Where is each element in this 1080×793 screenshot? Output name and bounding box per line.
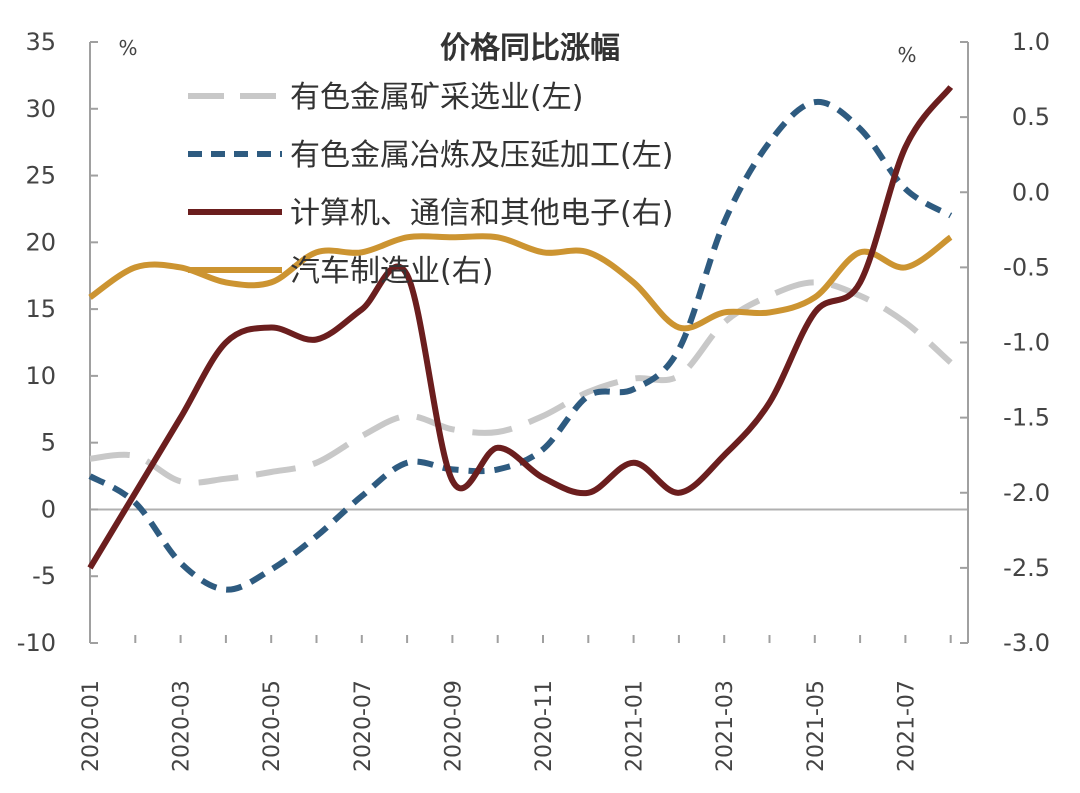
x-tick-label: 2020-03 xyxy=(170,680,195,772)
chart-title: 价格同比涨幅 xyxy=(440,31,620,66)
x-tick-label: 2020-05 xyxy=(260,680,285,772)
legend: 有色金属矿采选业(左) 有色金属冶炼及压延加工(左) 计算机、通信和其他电子(右) 汽… xyxy=(188,80,673,289)
right-tick-label: -0.5 xyxy=(1003,253,1050,281)
right-axis-ticks: -3.0 -2.5 -2.0 -1.5 -1.0 -0.5 0.0 0.5 1.0 xyxy=(960,28,1050,657)
legend-label: 有色金属冶炼及压延加工(左) xyxy=(290,138,673,173)
left-tick-label: 0 xyxy=(41,495,56,523)
right-tick-label: 0.0 xyxy=(1012,178,1050,206)
left-tick-label: 25 xyxy=(25,162,56,190)
axes xyxy=(89,42,969,643)
left-tick-label: 5 xyxy=(41,429,56,457)
legend-label: 有色金属矿采选业(左) xyxy=(290,80,583,115)
left-tick-label: 30 xyxy=(25,95,56,123)
series-line-4 xyxy=(88,233,953,332)
right-tick-label: 1.0 xyxy=(1012,28,1050,56)
x-tick-label: 2020-11 xyxy=(532,680,557,772)
left-tick-label: 35 xyxy=(25,28,56,56)
x-tick-label: 2021-07 xyxy=(894,680,919,772)
right-tick-label: 0.5 xyxy=(1012,103,1050,131)
series-line-2 xyxy=(88,99,953,593)
series-layer xyxy=(87,85,954,593)
x-tick-label: 2020-09 xyxy=(441,680,466,772)
left-tick-label: 20 xyxy=(25,228,56,256)
x-tick-label: 2021-05 xyxy=(804,680,829,772)
right-tick-label: -1.5 xyxy=(1003,404,1050,432)
legend-label: 计算机、通信和其他电子(右) xyxy=(290,196,673,231)
legend-label: 汽车制造业(右) xyxy=(290,254,493,289)
left-axis-ticks: -10 -5 0 5 10 15 20 25 30 35 xyxy=(17,28,98,657)
right-axis-unit: % xyxy=(897,43,916,67)
left-tick-label: 10 xyxy=(25,362,56,390)
right-tick-label: -1.0 xyxy=(1003,329,1050,357)
right-tick-label: -2.5 xyxy=(1003,554,1050,582)
x-tick-label: 2021-01 xyxy=(623,680,648,772)
series-line-3 xyxy=(87,85,954,570)
left-tick-label: -5 xyxy=(32,562,56,590)
x-axis-ticks: 2020-01 2020-03 2020-05 2020-07 2020-09 2020-… xyxy=(79,635,952,772)
right-tick-label: -3.0 xyxy=(1003,629,1050,657)
x-tick-label: 2021-03 xyxy=(713,680,738,772)
left-axis-unit: % xyxy=(118,36,137,60)
x-tick-label: 2020-07 xyxy=(351,680,376,772)
series-line-1 xyxy=(89,279,953,486)
left-tick-label: -10 xyxy=(17,629,56,657)
right-tick-label: -2.0 xyxy=(1003,479,1050,507)
left-tick-label: 15 xyxy=(25,295,56,323)
x-tick-label: 2020-01 xyxy=(79,680,104,772)
